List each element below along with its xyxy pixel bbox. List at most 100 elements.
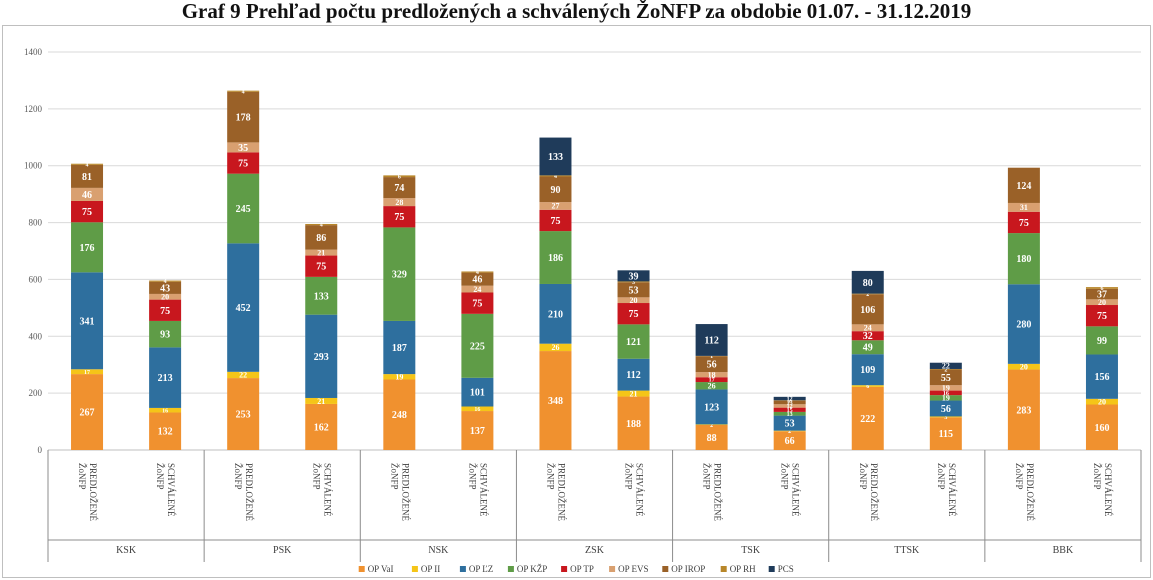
data-label: 26 (708, 382, 716, 391)
bar-segment (305, 255, 338, 277)
bar-segment (305, 314, 338, 398)
data-label: 112 (704, 335, 718, 346)
y-tick-label: 0 (38, 445, 43, 455)
bar-segment (1085, 299, 1118, 306)
bar-segment (773, 404, 806, 408)
data-label: 12 (787, 397, 793, 403)
bar-segment (851, 294, 884, 325)
bar-segment (539, 209, 572, 232)
x-subcategory-label: SCHVÁLENÉŽoNFP (311, 463, 332, 517)
data-label: 13 (787, 400, 793, 406)
data-label: 187 (392, 343, 407, 354)
bar-segment (1007, 369, 1040, 450)
data-label: 186 (548, 253, 563, 264)
bar-segment (695, 377, 728, 383)
data-label: 180 (1016, 254, 1031, 265)
x-subcategory-label: SCHVÁLENÉŽoNFP (780, 463, 801, 517)
legend-label: OP IROP (671, 564, 705, 574)
bar-segment (383, 379, 416, 450)
data-label: 75 (238, 159, 248, 170)
bar-segment (539, 351, 572, 450)
data-label: 2 (866, 292, 869, 298)
bar-segment (1085, 404, 1118, 450)
y-tick-label: 400 (29, 331, 43, 341)
legend-label: OP RH (730, 564, 756, 574)
data-label: 75 (1097, 311, 1107, 322)
data-label: 49 (863, 343, 873, 354)
data-label: 56 (941, 404, 951, 415)
bar-segment (773, 400, 806, 405)
bar-segment (539, 137, 572, 176)
data-label: 75 (472, 299, 482, 310)
data-label: 75 (629, 309, 639, 320)
bar-segment (1007, 167, 1040, 203)
bar-segment (461, 411, 494, 450)
x-subcategory-label: SCHVÁLENÉŽoNFP (155, 463, 176, 517)
data-label: 2 (710, 423, 713, 429)
bar-segment (695, 356, 728, 373)
data-label: 1 (710, 354, 713, 360)
data-label: 341 (80, 316, 95, 327)
y-tick-label: 800 (29, 218, 43, 228)
bar-segment (149, 280, 182, 282)
legend-swatch (459, 566, 466, 572)
bar-segment (773, 415, 806, 431)
data-label: 4 (86, 162, 89, 168)
data-label: 213 (158, 373, 173, 384)
data-label: 21 (317, 248, 325, 257)
data-label: 210 (548, 309, 563, 320)
bar-segment (227, 173, 260, 244)
data-label: 19 (942, 394, 950, 403)
data-label: 2 (944, 367, 947, 373)
bar-segment (1085, 287, 1118, 289)
data-label: 162 (314, 422, 329, 433)
x-subcategory-label: PREDLOŽENÉŽoNFP (858, 463, 879, 521)
data-label: 75 (1019, 218, 1029, 229)
bar-segment (305, 225, 338, 250)
data-label: 20 (1098, 397, 1106, 406)
bar-segment (851, 293, 884, 295)
bar-segment (1007, 284, 1040, 364)
bar-segment (539, 343, 572, 352)
legend-label: OP II (421, 564, 440, 574)
bar-segment (539, 175, 572, 177)
bar-segment (1007, 233, 1040, 285)
data-label: 17 (709, 378, 715, 384)
bar-segment (929, 400, 962, 417)
data-label: 20 (161, 293, 169, 302)
y-tick-label: 1200 (24, 104, 43, 114)
data-label: 88 (707, 433, 717, 444)
bar-segment (227, 142, 260, 153)
bar-segment (461, 285, 494, 293)
bar-segment (1085, 354, 1118, 399)
data-label: 222 (860, 414, 875, 425)
bar-segment (71, 369, 104, 375)
x-subcategory-label: SCHVÁLENÉŽoNFP (624, 463, 645, 517)
data-label: 22 (942, 362, 950, 371)
bar-segment (773, 411, 806, 416)
bar-segment (227, 243, 260, 372)
data-label: 124 (1016, 181, 1031, 192)
data-label: 53 (785, 419, 795, 430)
data-label: 3 (632, 280, 635, 286)
bar-segment (929, 385, 962, 391)
data-label: 283 (1016, 405, 1031, 416)
bar-segment (149, 412, 182, 450)
bar-segment (149, 407, 182, 413)
data-label: 4 (320, 223, 323, 229)
bar-segment (71, 222, 104, 273)
data-label: 4 (164, 279, 167, 285)
bar-segment (461, 313, 494, 378)
bar-segment (305, 276, 338, 315)
bar-segment (461, 272, 494, 286)
data-label: 80 (863, 278, 873, 289)
data-label: 280 (1016, 320, 1031, 331)
bar-segment (617, 390, 650, 397)
x-subcategory-label: PREDLOŽENÉŽoNFP (77, 463, 98, 521)
y-tick-label: 1400 (24, 47, 43, 57)
bar-segment (383, 320, 416, 375)
bar-segment (149, 299, 182, 321)
data-label: 35 (238, 143, 248, 154)
data-label: 6 (866, 384, 869, 390)
data-label: 99 (1097, 336, 1107, 347)
